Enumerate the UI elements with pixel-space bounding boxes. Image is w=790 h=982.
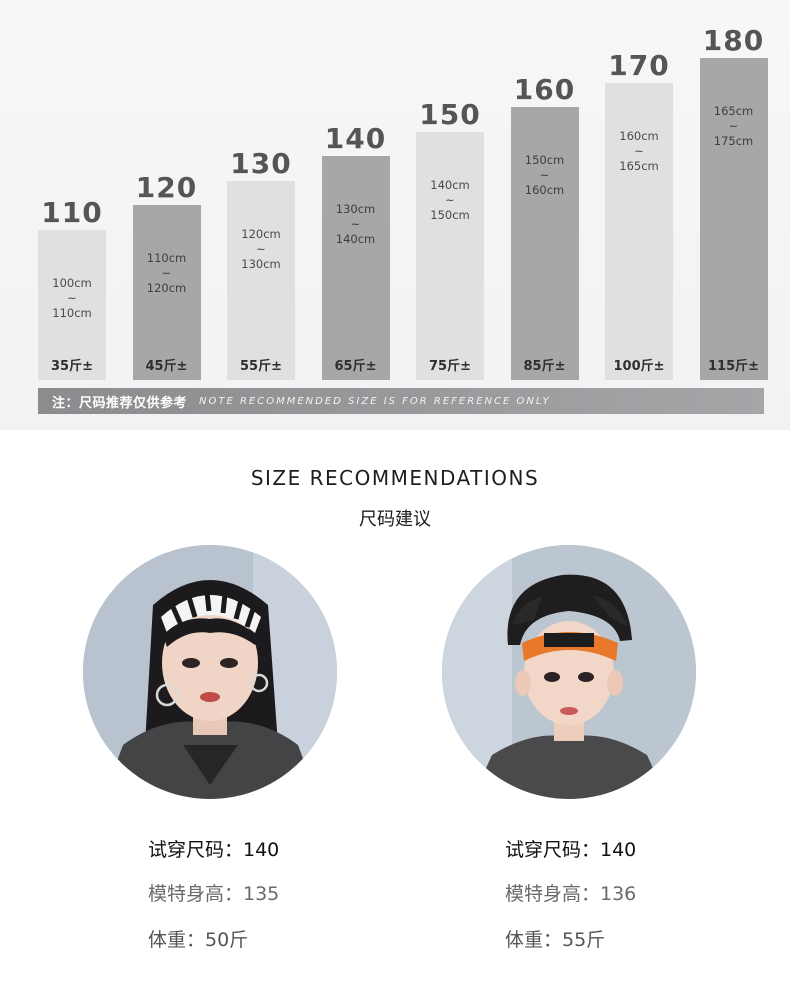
weight-label: 100斤± <box>613 359 665 374</box>
height-range: 110cm ~120cm <box>146 251 187 295</box>
size-bar: 160cm ~165cm 100斤± <box>605 82 673 380</box>
boy-model-info: 试穿尺码：140 模特身高：136 体重：55斤 <box>505 835 636 952</box>
girl-weight: 体重：50斤 <box>148 929 249 951</box>
size-column-120: 120 110cm ~120cm 45斤± <box>132 0 201 380</box>
size-label: 170 <box>608 48 670 82</box>
girl-try-size: 试穿尺码：140 <box>148 839 280 861</box>
size-bar: 100cm ~110cm 35斤± <box>38 229 106 380</box>
height-range: 140cm ~150cm <box>430 177 470 222</box>
section-title: SIZE RECOMMENDATIONS <box>250 466 540 490</box>
size-column-130: 130 120cm ~130cm 55斤± <box>227 0 295 380</box>
height-range: 120cm ~130cm <box>241 226 281 271</box>
size-bar: 120cm ~130cm 55斤± <box>227 180 295 380</box>
note-english: NOTE RECOMMENDED SIZE IS FOR REFERENCE O… <box>199 395 551 407</box>
size-column-170: 170 160cm ~165cm 100斤± <box>605 0 673 380</box>
boy-height: 模特身高：136 <box>505 883 637 905</box>
height-range: 150cm ~160cm <box>524 153 565 197</box>
size-label: 160 <box>513 73 576 106</box>
size-column-140: 140 130cm ~140cm 65斤± <box>321 0 390 380</box>
size-bar: 130cm ~140cm 65斤± <box>321 156 390 380</box>
size-column-160: 160 150cm ~160cm 85斤± <box>510 0 579 380</box>
weight-label: 75斤± <box>429 359 471 374</box>
size-label: 120 <box>135 171 198 204</box>
size-chart: 110 100cm ~110cm 35斤± 120 110cm ~120cm 45斤± 130 1… <box>0 0 790 430</box>
boy-model-icon <box>442 545 696 799</box>
size-column-150: 150 140cm ~150cm 75斤± <box>416 0 484 380</box>
size-column-180: 180 165cm ~175cm 115斤± <box>699 0 768 380</box>
size-bar: 140cm ~150cm 75斤± <box>416 131 484 380</box>
weight-label: 85斤± <box>523 359 566 374</box>
height-range: 100cm ~110cm <box>52 275 92 320</box>
height-range: 130cm ~140cm <box>335 202 376 246</box>
boy-try-size: 试穿尺码：140 <box>505 839 637 861</box>
girl-model-photo <box>83 545 337 799</box>
size-label: 140 <box>324 122 387 155</box>
reference-note-band: 注：尺码推荐仅供参考 NOTE RECOMMENDED SIZE IS FOR … <box>38 388 764 414</box>
size-label: 110 <box>41 195 103 229</box>
height-range: 160cm ~165cm <box>619 128 659 173</box>
size-label: 130 <box>230 146 292 180</box>
weight-label: 35斤± <box>51 359 93 374</box>
weight-label: 65斤± <box>334 359 377 374</box>
section-subtitle: 尺码建议 <box>359 509 431 530</box>
height-range: 165cm ~175cm <box>713 104 754 148</box>
size-column-110: 110 100cm ~110cm 35斤± <box>38 0 106 380</box>
size-bar: 165cm ~175cm 115斤± <box>699 58 768 380</box>
boy-model-photo <box>442 545 696 799</box>
weight-label: 45斤± <box>145 359 188 374</box>
boy-weight: 体重：55斤 <box>505 929 606 951</box>
weight-label: 115斤± <box>707 359 760 374</box>
girl-height: 模特身高：135 <box>148 883 280 905</box>
weight-label: 55斤± <box>240 359 282 374</box>
size-label: 180 <box>702 24 765 57</box>
note-chinese: 注：尺码推荐仅供参考 <box>52 395 188 411</box>
size-bar: 110cm ~120cm 45斤± <box>132 205 201 380</box>
girl-model-icon <box>83 545 337 799</box>
size-label: 150 <box>419 97 481 131</box>
size-bar: 150cm ~160cm 85斤± <box>510 107 579 380</box>
girl-model-info: 试穿尺码：140 模特身高：135 体重：50斤 <box>148 835 279 952</box>
